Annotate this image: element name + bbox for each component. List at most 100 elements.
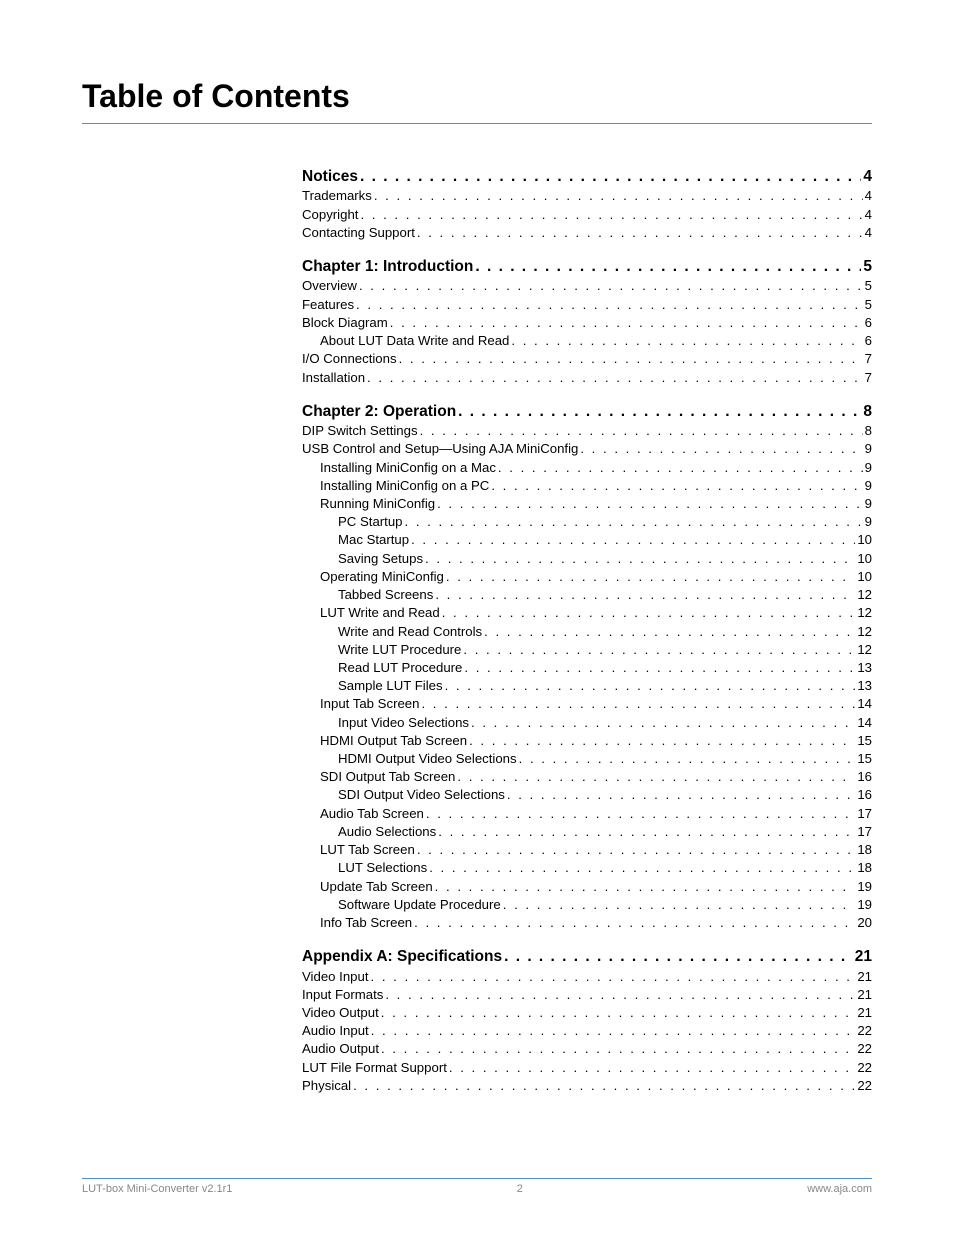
toc-entry-label: Copyright: [302, 206, 358, 224]
toc-entry[interactable]: SDI Output Video Selections16: [302, 786, 872, 804]
toc-entry[interactable]: Video Input21: [302, 968, 872, 986]
toc-entry[interactable]: Chapter 2: Operation8: [302, 401, 872, 422]
toc-leader-dots: [426, 805, 855, 823]
toc-entry-page: 12: [857, 641, 872, 659]
toc-entry-page: 17: [857, 805, 872, 823]
toc-entry[interactable]: Info Tab Screen20: [302, 914, 872, 932]
toc-entry[interactable]: Mac Startup10: [302, 531, 872, 549]
footer-product: LUT-box Mini-Converter v2.1r1: [82, 1183, 232, 1195]
toc-entry-label: I/O Connections: [302, 350, 397, 368]
toc-entry[interactable]: Write LUT Procedure12: [302, 641, 872, 659]
toc-entry[interactable]: Installing MiniConfig on a PC9: [302, 477, 872, 495]
toc-entry[interactable]: Write and Read Controls12: [302, 623, 872, 641]
toc-entry[interactable]: LUT Tab Screen 18: [302, 841, 872, 859]
toc-entry-page: 16: [857, 786, 872, 804]
toc-entry[interactable]: Installation 7: [302, 369, 872, 387]
footer: LUT-box Mini-Converter v2.1r1 2 www.aja.…: [82, 1178, 872, 1195]
toc-entry-label: LUT Write and Read: [320, 604, 440, 622]
toc-entry-page: 18: [857, 841, 872, 859]
toc-entry-page: 15: [857, 732, 872, 750]
toc-entry[interactable]: Software Update Procedure19: [302, 896, 872, 914]
toc-leader-dots: [381, 1004, 856, 1022]
toc-leader-dots: [519, 750, 856, 768]
toc-entry[interactable]: LUT File Format Support22: [302, 1059, 872, 1077]
toc-entry[interactable]: Read LUT Procedure13: [302, 659, 872, 677]
toc-entry-label: Installation: [302, 369, 365, 387]
toc-entry[interactable]: Audio Input22: [302, 1022, 872, 1040]
toc-entry[interactable]: Copyright4: [302, 206, 872, 224]
toc-entry-page: 16: [857, 768, 872, 786]
toc-entry-page: 6: [865, 314, 872, 332]
toc-entry[interactable]: Trademarks4: [302, 187, 872, 205]
toc-leader-dots: [417, 224, 863, 242]
toc-entry[interactable]: HDMI Output Video Selections15: [302, 750, 872, 768]
toc-entry-page: 9: [865, 440, 872, 458]
toc-entry[interactable]: LUT Selections18: [302, 859, 872, 877]
toc-entry-label: Features: [302, 296, 354, 314]
toc-entry[interactable]: Audio Tab Screen17: [302, 805, 872, 823]
toc-entry-label: Tabbed Screens: [338, 586, 433, 604]
toc-entry[interactable]: Chapter 1: Introduction5: [302, 256, 872, 277]
toc-leader-dots: [435, 878, 856, 896]
toc-entry-label: Audio Input: [302, 1022, 369, 1040]
toc-entry[interactable]: Features5: [302, 296, 872, 314]
toc-leader-dots: [414, 914, 855, 932]
page: Table of Contents Notices4Trademarks4Cop…: [0, 0, 954, 1235]
toc-entry[interactable]: Audio Output22: [302, 1040, 872, 1058]
toc-entry[interactable]: DIP Switch Settings8: [302, 422, 872, 440]
toc-entry[interactable]: Audio Selections17: [302, 823, 872, 841]
toc-entry[interactable]: Contacting Support4: [302, 224, 872, 242]
toc-entry-label: Update Tab Screen: [320, 878, 433, 896]
toc-entry[interactable]: Video Output21: [302, 1004, 872, 1022]
toc-leader-dots: [504, 946, 853, 967]
toc-entry[interactable]: Update Tab Screen19: [302, 878, 872, 896]
toc-entry[interactable]: Appendix A: Specifications21: [302, 946, 872, 967]
toc-entry-label: Trademarks: [302, 187, 372, 205]
toc-leader-dots: [498, 459, 863, 477]
toc-entry[interactable]: About LUT Data Write and Read6: [302, 332, 872, 350]
toc-entry[interactable]: Input Tab Screen14: [302, 695, 872, 713]
toc-entry-page: 4: [865, 224, 872, 242]
toc-entry[interactable]: HDMI Output Tab Screen15: [302, 732, 872, 750]
toc-entry-label: Sample LUT Files: [338, 677, 443, 695]
toc-entry[interactable]: Input Formats21: [302, 986, 872, 1004]
toc-entry[interactable]: Operating MiniConfig10: [302, 568, 872, 586]
toc-entry-page: 8: [865, 422, 872, 440]
toc-entry[interactable]: USB Control and Setup—Using AJA MiniConf…: [302, 440, 872, 458]
toc-entry-label: HDMI Output Video Selections: [338, 750, 517, 768]
toc-entry-label: Installing MiniConfig on a Mac: [320, 459, 496, 477]
toc-leader-dots: [469, 732, 855, 750]
toc-entry[interactable]: I/O Connections7: [302, 350, 872, 368]
toc-entry[interactable]: Sample LUT Files13: [302, 677, 872, 695]
toc-leader-dots: [475, 256, 861, 277]
toc-entry[interactable]: Running MiniConfig9: [302, 495, 872, 513]
toc-entry[interactable]: PC Startup9: [302, 513, 872, 531]
toc-entry-label: Audio Output: [302, 1040, 379, 1058]
toc-entry[interactable]: Tabbed Screens12: [302, 586, 872, 604]
toc-entry-page: 22: [857, 1059, 872, 1077]
toc-entry-label: LUT Tab Screen: [320, 841, 415, 859]
toc-entry[interactable]: Installing MiniConfig on a Mac 9: [302, 459, 872, 477]
toc-leader-dots: [359, 277, 863, 295]
toc-leader-dots: [353, 1077, 855, 1095]
toc-entry[interactable]: Block Diagram 6: [302, 314, 872, 332]
toc-entry[interactable]: Overview5: [302, 277, 872, 295]
toc-entry-page: 9: [865, 459, 872, 477]
toc-entry-label: Operating MiniConfig: [320, 568, 444, 586]
toc-leader-dots: [457, 768, 855, 786]
toc-entry-label: Block Diagram: [302, 314, 388, 332]
toc-entry[interactable]: Physical22: [302, 1077, 872, 1095]
toc-entry[interactable]: LUT Write and Read12: [302, 604, 872, 622]
toc-entry-label: Write and Read Controls: [338, 623, 482, 641]
toc-entry[interactable]: Input Video Selections14: [302, 714, 872, 732]
toc-entry[interactable]: SDI Output Tab Screen16: [302, 768, 872, 786]
toc-entry-label: Physical: [302, 1077, 351, 1095]
toc-entry-page: 13: [857, 659, 872, 677]
toc-entry-page: 7: [865, 369, 872, 387]
toc-leader-dots: [442, 604, 856, 622]
toc-entry-label: Appendix A: Specifications: [302, 946, 502, 967]
toc-entry[interactable]: Saving Setups10: [302, 550, 872, 568]
toc-entry-label: Input Tab Screen: [320, 695, 419, 713]
toc-entry-label: Chapter 1: Introduction: [302, 256, 473, 277]
toc-entry[interactable]: Notices4: [302, 166, 872, 187]
